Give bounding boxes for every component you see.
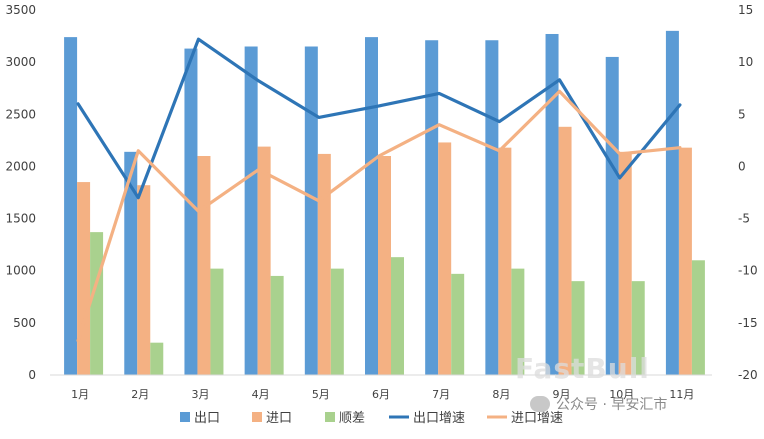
x-tick-label: 3月 — [191, 388, 209, 401]
left-tick-label: 1000 — [5, 264, 36, 278]
legend-label: 顺差 — [339, 411, 365, 426]
x-tick-label: 5月 — [312, 388, 330, 401]
watermark: 公众号 · 早安汇市 — [530, 394, 667, 414]
bar-出口 — [124, 151, 138, 375]
right-tick-label: 0 — [738, 159, 746, 173]
legend-label: 进口 — [266, 411, 292, 426]
bar-进口 — [77, 182, 91, 375]
bar-出口 — [365, 37, 378, 375]
right-tick-label: -5 — [738, 212, 750, 226]
left-tick-label: 0 — [28, 368, 36, 382]
left-tick-label: 3000 — [5, 55, 36, 69]
bar-出口 — [244, 46, 258, 375]
right-tick-label: 10 — [738, 55, 753, 69]
right-tick-label: -20 — [738, 368, 758, 382]
bar-出口 — [304, 46, 318, 375]
bar-进口 — [257, 146, 271, 375]
bar-顺差 — [631, 281, 645, 375]
legend-label: 出口 — [194, 411, 220, 426]
bar-进口 — [197, 156, 211, 375]
x-tick-label: 6月 — [372, 388, 390, 401]
x-tick-label: 2月 — [131, 388, 149, 401]
legend-swatch — [180, 412, 190, 422]
bar-出口 — [184, 48, 198, 375]
bar-顺差 — [150, 342, 164, 375]
right-tick-label: 5 — [738, 107, 746, 121]
x-tick-label: 1月 — [71, 388, 89, 401]
bar-出口 — [485, 40, 499, 375]
bar-顺差 — [691, 260, 705, 375]
bar-顺差 — [210, 268, 224, 375]
bar-出口 — [425, 40, 439, 375]
bar-顺差 — [391, 257, 404, 375]
bar-进口 — [558, 126, 572, 375]
bar-进口 — [498, 147, 512, 375]
line-进口增速 — [76, 89, 682, 343]
bar-顺差 — [571, 281, 585, 375]
x-tick-label: 9月 — [553, 388, 571, 401]
legend: 出口 进口 顺差 出口增速 进口增速 — [180, 411, 563, 426]
left-tick-label: 2000 — [5, 159, 36, 173]
x-tick-label: 11月 — [669, 388, 694, 401]
bar-进口 — [678, 147, 692, 375]
bar-进口 — [378, 156, 391, 375]
bar-顺差 — [511, 268, 525, 375]
wechat-icon — [530, 396, 550, 412]
bar-顺差 — [330, 268, 344, 375]
bar-出口 — [64, 37, 78, 375]
x-tick-label: 7月 — [432, 388, 450, 401]
left-tick-label: 2500 — [5, 107, 36, 121]
left-tick-label: 1500 — [5, 212, 36, 226]
bar-顺差 — [451, 273, 465, 375]
watermark-text: 公众号 · 早安汇市 — [556, 397, 668, 413]
bar-series-group — [64, 30, 705, 376]
left-tick-label: 3500 — [5, 3, 36, 17]
legend-swatch — [325, 412, 335, 422]
bar-顺差 — [90, 232, 104, 375]
bar-进口 — [438, 142, 452, 375]
legend-label: 进口增速 — [511, 411, 563, 426]
x-tick-label: 4月 — [252, 388, 270, 401]
bar-出口 — [605, 56, 619, 376]
right-tick-label: -15 — [738, 316, 758, 330]
x-tick-label: 10月 — [609, 388, 634, 401]
watermark-ghost-text: FastBull — [515, 352, 650, 385]
x-tick-label: 8月 — [492, 388, 510, 401]
bar-进口 — [317, 153, 331, 375]
bar-出口 — [545, 33, 559, 375]
legend-swatch — [252, 412, 262, 422]
line-series-group — [76, 37, 682, 343]
x-axis: 1月 2月 3月 4月 5月 6月 7月 8月 9月 10月 11月 — [50, 374, 712, 401]
bar-进口 — [618, 151, 632, 375]
legend-label: 出口增速 — [413, 411, 465, 426]
left-y-axis: 0 500 1000 1500 2000 2500 3000 3500 — [5, 3, 36, 382]
bar-顺差 — [270, 275, 284, 375]
bar-进口 — [137, 185, 151, 375]
bar-出口 — [665, 30, 679, 375]
right-tick-label: -10 — [738, 264, 758, 278]
right-tick-label: 15 — [738, 3, 753, 17]
right-y-axis: -20 -15 -10 -5 0 5 10 15 — [738, 3, 758, 382]
left-tick-label: 500 — [13, 316, 36, 330]
